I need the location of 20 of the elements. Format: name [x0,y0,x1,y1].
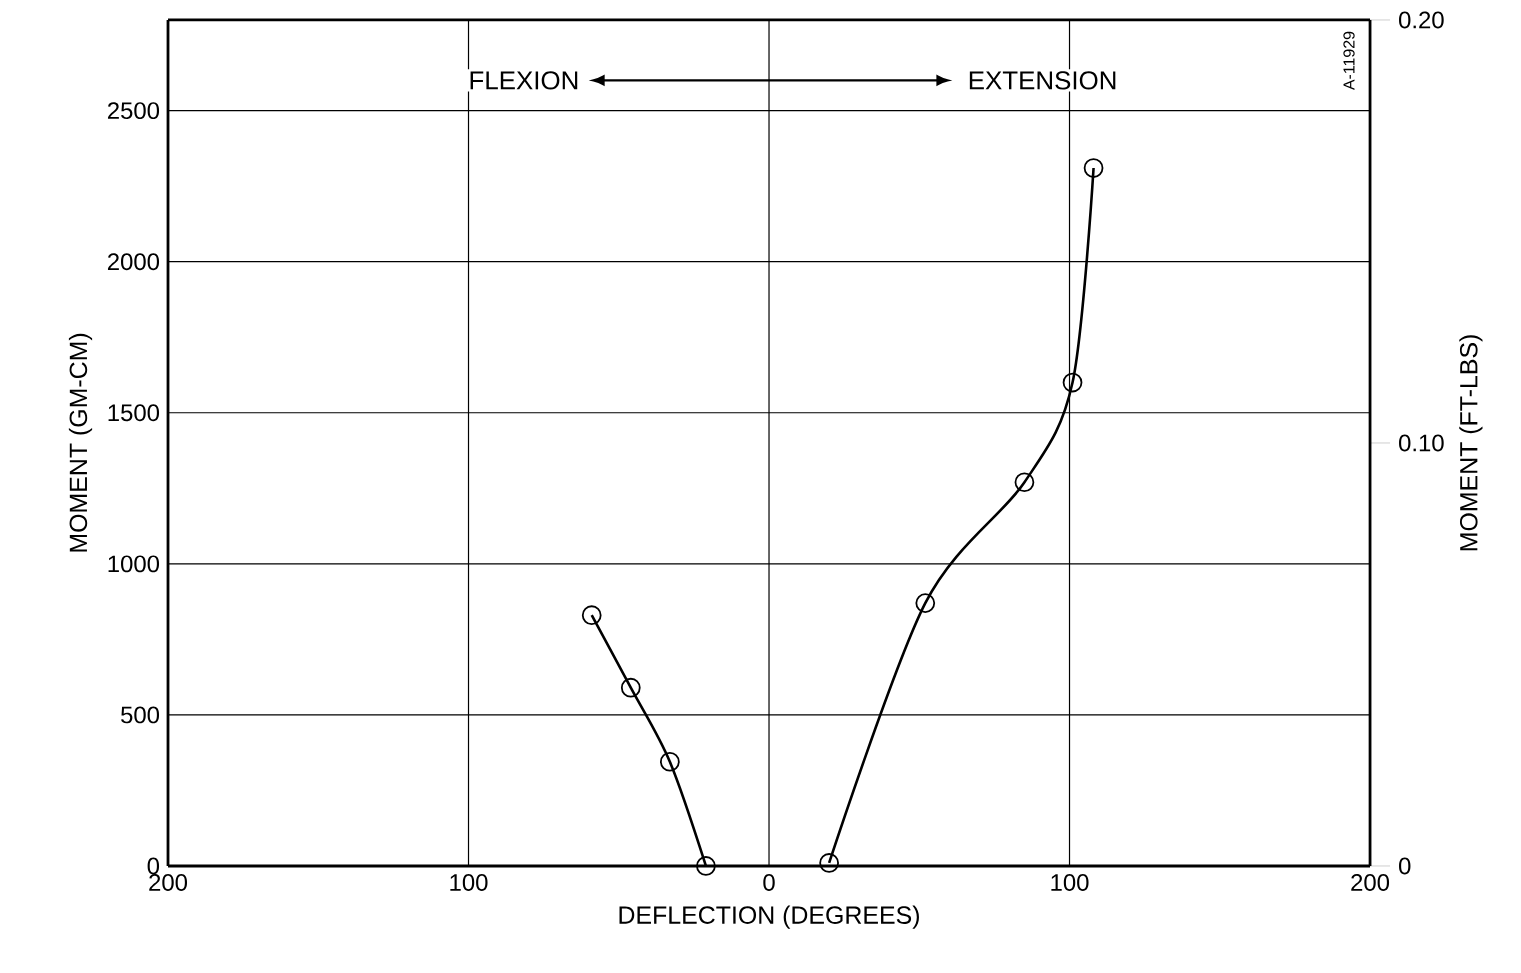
x-axis-title: DEFLECTION (DEGREES) [619,905,919,929]
y2-tick-label: 0.20 [1399,11,1444,29]
x-tick-label: 100 [450,874,488,891]
y-tick-label: 2000 [107,253,160,271]
y2-tick-label: 0 [1399,857,1411,875]
y-tick-label: 1000 [108,555,160,573]
x-tick-label: 100 [1051,874,1089,891]
y-tick-label: 2500 [107,102,160,120]
annotation: A-11929 [1343,31,1355,91]
y2-axis-title: MOMENT (FT-LBS) [1459,335,1483,551]
x-tick-label: 0 [763,874,775,891]
y-tick-label: 500 [121,706,160,724]
y-axis-title: MOMENT (GM-CM) [68,333,93,552]
x-tick-label: 200 [1351,874,1390,891]
y2-tick-label: 0.10 [1399,434,1444,452]
annotation: FLEXION [470,71,578,90]
x-tick-label: 200 [149,874,188,891]
annotation: EXTENSION [969,71,1116,90]
y-tick-label: 1500 [108,404,160,422]
y-tick-label: 0 [147,857,160,875]
